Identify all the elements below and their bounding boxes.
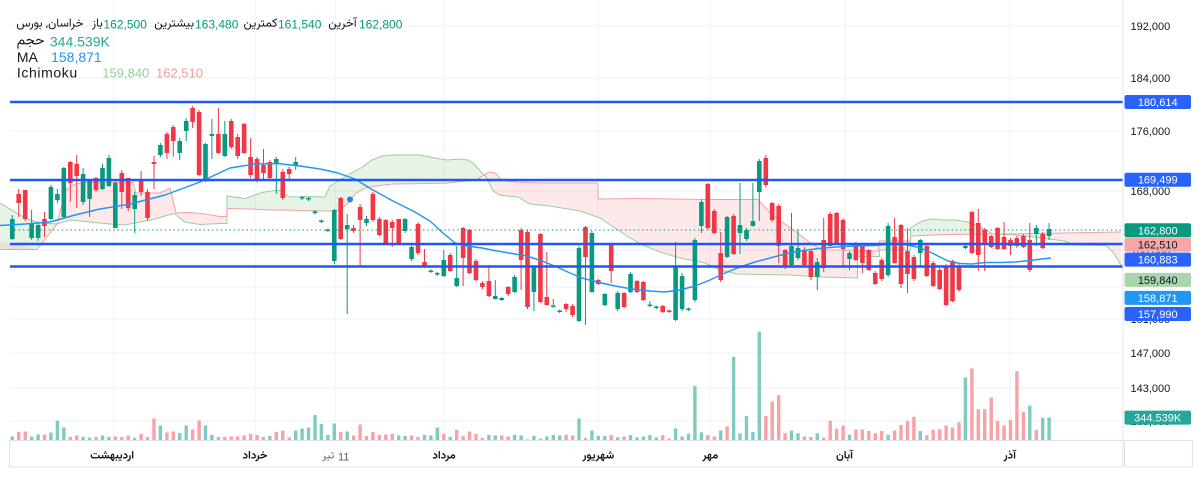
svg-text:143,000: 143,000 [1131,383,1171,395]
svg-text:147,000: 147,000 [1131,348,1171,360]
svg-text:180,614: 180,614 [1138,97,1178,109]
svg-text:162,800: 162,800 [1138,225,1178,237]
svg-text:162,510: 162,510 [1138,240,1178,252]
svg-text:163,480: 163,480 [195,18,239,32]
svg-text:168,000: 168,000 [1131,186,1171,198]
svg-text:176,000: 176,000 [1131,126,1171,138]
svg-text:158,871: 158,871 [1138,293,1178,305]
svg-text:192,000: 192,000 [1131,21,1171,33]
svg-text:162,800: 162,800 [359,18,403,32]
svg-text:162,500: 162,500 [104,18,148,32]
svg-text:159,840: 159,840 [1138,275,1178,287]
svg-text:157,990: 157,990 [1138,309,1178,321]
svg-text:MA: MA [17,49,39,65]
svg-text:162,510: 162,510 [156,66,203,81]
svg-text:344.539K: 344.539K [50,34,111,50]
svg-text:169,499: 169,499 [1138,175,1178,187]
svg-text:158,871: 158,871 [51,49,102,65]
svg-text:Ichimoku: Ichimoku [17,65,78,81]
svg-text:344.539K: 344.539K [1134,413,1182,425]
svg-text:160,883: 160,883 [1138,255,1178,267]
svg-text:161,540: 161,540 [278,18,322,32]
svg-text:159,840: 159,840 [102,66,149,81]
svg-text:184,000: 184,000 [1131,73,1171,85]
svg-text:11: 11 [338,451,349,463]
